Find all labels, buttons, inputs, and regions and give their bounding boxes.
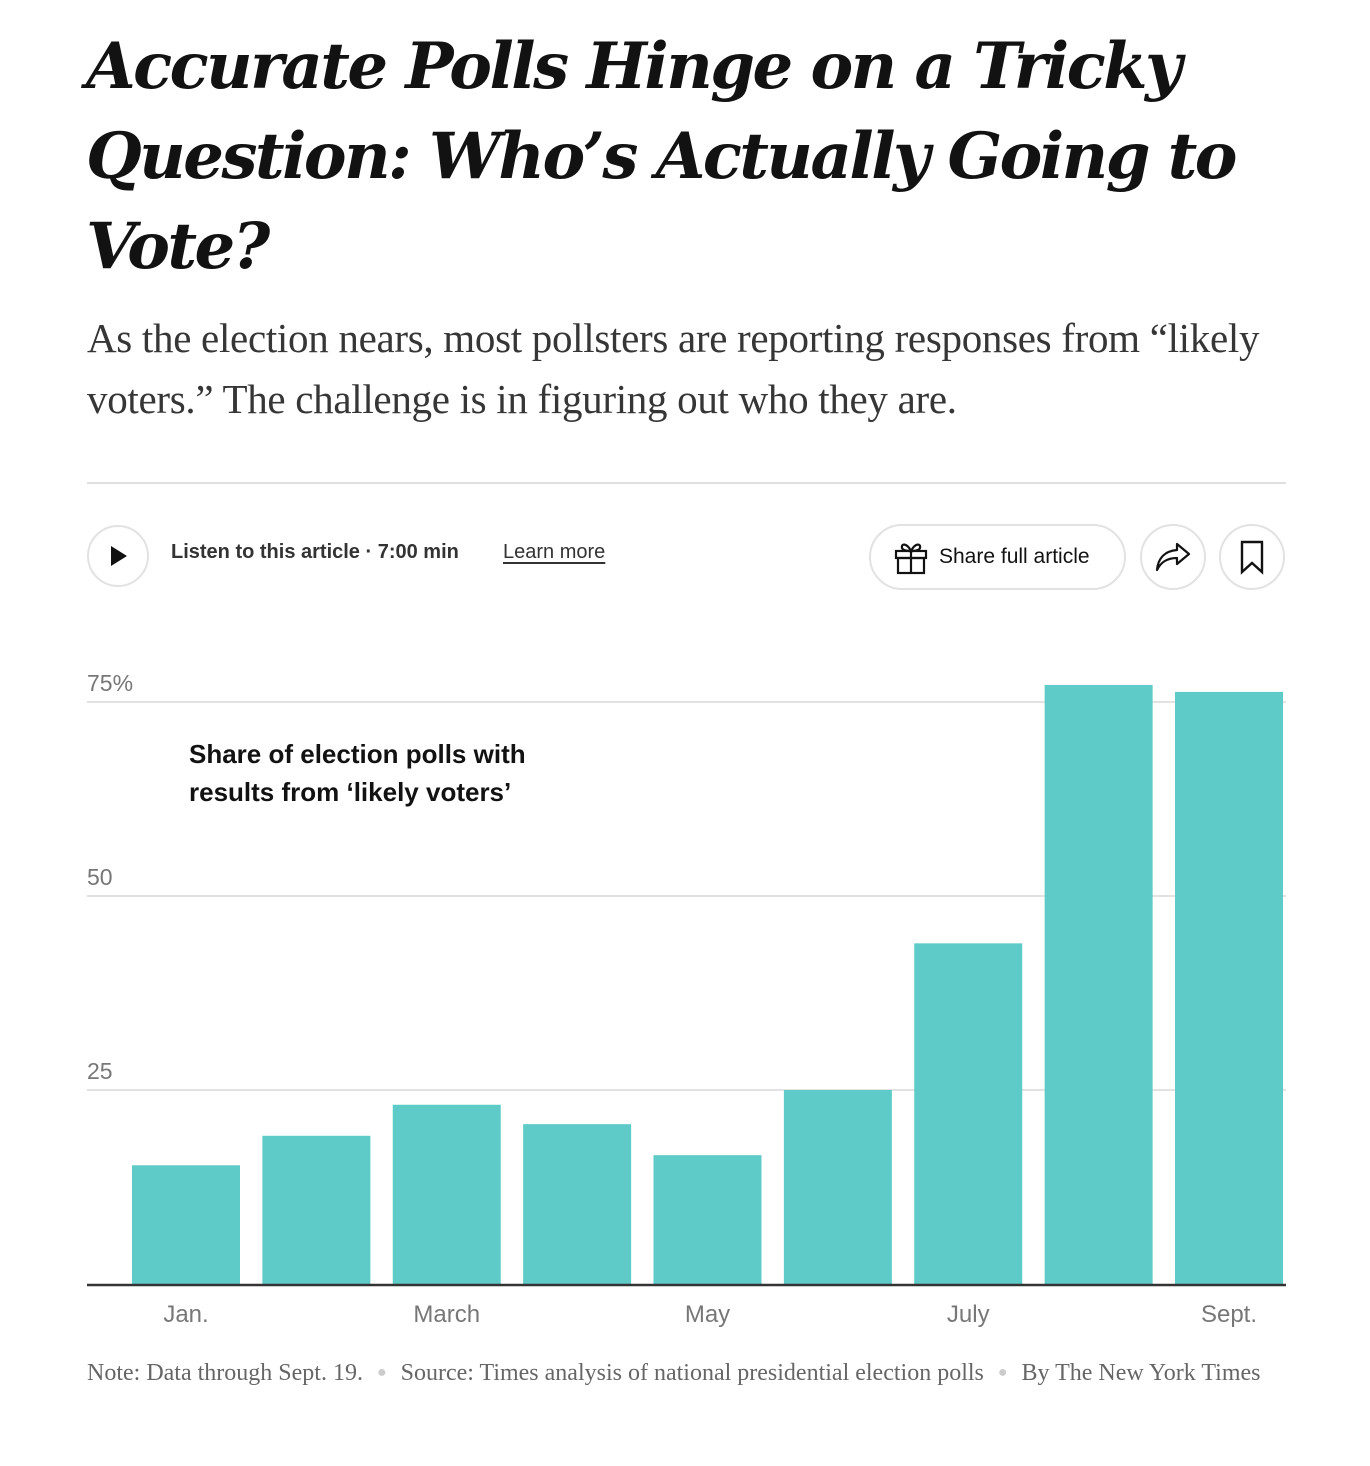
article-summary: As the election nears, most pollsters ar… bbox=[87, 315, 1260, 422]
bar-sept bbox=[1175, 691, 1283, 1284]
play-audio-button[interactable] bbox=[87, 525, 149, 587]
y-tick-label: 50 bbox=[87, 864, 113, 890]
bar-march bbox=[392, 1104, 501, 1284]
bar-april bbox=[523, 1124, 632, 1284]
listen-label: Listen to this article · 7:00 min bbox=[171, 541, 459, 563]
share-button[interactable] bbox=[1140, 524, 1206, 590]
separator-dot: ● bbox=[997, 1364, 1008, 1381]
x-tick-label: Sept. bbox=[1201, 1301, 1257, 1328]
chart-note: Note: Data through Sept. 19. bbox=[87, 1360, 363, 1386]
bookmark-icon bbox=[1240, 540, 1264, 575]
gift-icon bbox=[894, 543, 928, 575]
separator-dot: ● bbox=[376, 1364, 387, 1381]
bar-june bbox=[783, 1090, 892, 1284]
headline: Accurate Polls Hinge on a Tricky Questio… bbox=[86, 29, 1237, 284]
chart-footnote: Note: Data through Sept. 19. ● Source: Tim… bbox=[87, 1355, 1297, 1391]
share-full-article-label: Share full article bbox=[939, 545, 1090, 568]
play-icon bbox=[111, 546, 127, 566]
learn-more-link[interactable]: Learn more bbox=[503, 541, 606, 563]
bar-aug bbox=[1044, 684, 1153, 1284]
bar-july bbox=[914, 943, 1023, 1284]
x-tick-label: Jan. bbox=[163, 1301, 208, 1328]
share-arrow-icon bbox=[1155, 542, 1191, 572]
y-tick-label: 75% bbox=[87, 670, 133, 696]
share-full-article-button[interactable]: Share full article bbox=[869, 524, 1126, 590]
x-tick-label: May bbox=[685, 1301, 730, 1328]
x-tick-label: July bbox=[947, 1301, 990, 1328]
x-tick-label: March bbox=[413, 1301, 480, 1328]
chart-credit: By The New York Times bbox=[1021, 1360, 1261, 1386]
chart-source: Source: Times analysis of national presi… bbox=[400, 1360, 984, 1386]
bar-jan bbox=[132, 1165, 240, 1284]
bar-may bbox=[653, 1155, 762, 1284]
y-tick-label: 25 bbox=[87, 1058, 113, 1084]
bar-feb bbox=[262, 1135, 371, 1284]
save-bookmark-button[interactable] bbox=[1219, 524, 1285, 590]
chart-title: Share of election polls with results fro… bbox=[189, 739, 526, 807]
divider bbox=[87, 482, 1286, 484]
